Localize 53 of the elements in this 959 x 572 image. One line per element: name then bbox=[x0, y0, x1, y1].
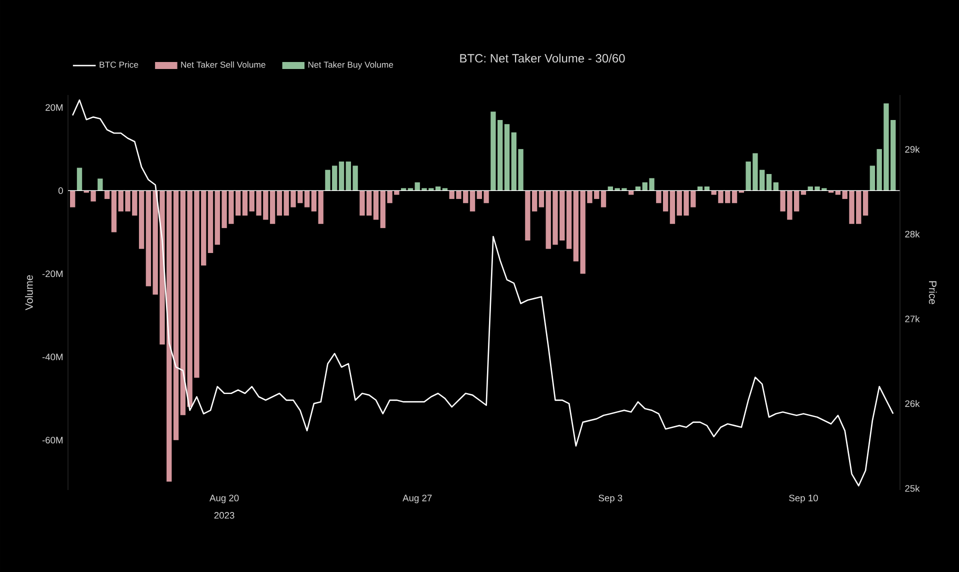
bar bbox=[766, 174, 772, 191]
bar bbox=[435, 186, 441, 191]
bar bbox=[538, 190, 544, 208]
y-tick-label: -20M bbox=[42, 270, 63, 278]
bar bbox=[111, 190, 117, 232]
bar bbox=[208, 190, 214, 254]
bar bbox=[704, 186, 710, 191]
y-tick-label: 0 bbox=[58, 187, 63, 194]
bar bbox=[173, 190, 179, 440]
bar bbox=[670, 190, 676, 224]
y2-tick-label: 29k bbox=[905, 146, 920, 153]
chart-title: BTC: Net Taker Volume - 30/60 bbox=[460, 54, 625, 63]
bar bbox=[773, 182, 778, 191]
bar bbox=[373, 190, 379, 220]
bar bbox=[338, 162, 344, 191]
x-tick-label: Sep 3 bbox=[598, 494, 622, 504]
y2-tick-label: 26k bbox=[905, 400, 920, 407]
bar bbox=[732, 190, 738, 204]
bar bbox=[70, 190, 76, 208]
legend-label: Net Taker Buy Volume bbox=[308, 61, 394, 70]
y2-tick-label: 27k bbox=[905, 315, 920, 322]
bar bbox=[442, 188, 448, 191]
bar bbox=[400, 188, 406, 191]
x-tick-label: Sep 10 bbox=[789, 494, 818, 504]
bar bbox=[98, 178, 103, 191]
bar bbox=[276, 190, 282, 216]
y2-tick-label: 28k bbox=[905, 230, 920, 238]
y-tick-label: -40M bbox=[42, 354, 63, 360]
text: 2023 bbox=[214, 512, 234, 519]
bar bbox=[408, 188, 414, 191]
bar bbox=[104, 190, 110, 199]
bar bbox=[697, 186, 703, 191]
bar bbox=[573, 190, 579, 262]
bar bbox=[242, 190, 248, 216]
y-tick-label: 20M bbox=[46, 104, 63, 111]
x-tick-label: Aug 27 bbox=[402, 494, 432, 504]
y2-tick-label: 25k bbox=[905, 484, 920, 492]
bar bbox=[862, 190, 868, 216]
legend-label: BTC Price bbox=[100, 61, 138, 68]
x-tick-label: Aug 20 bbox=[210, 494, 239, 504]
bar bbox=[138, 190, 144, 249]
legend-label: Net Taker Sell Volume bbox=[181, 61, 266, 68]
y2-axis-title: Price bbox=[928, 281, 937, 304]
bar bbox=[635, 186, 641, 191]
bar bbox=[600, 190, 606, 208]
bar bbox=[566, 190, 572, 249]
y-axis-title: Volume bbox=[25, 275, 33, 310]
bar bbox=[76, 168, 82, 191]
bar bbox=[504, 124, 510, 191]
bar bbox=[470, 190, 476, 212]
y-tick-label: -60M bbox=[42, 436, 63, 444]
bar bbox=[146, 190, 152, 286]
bar bbox=[304, 190, 310, 208]
